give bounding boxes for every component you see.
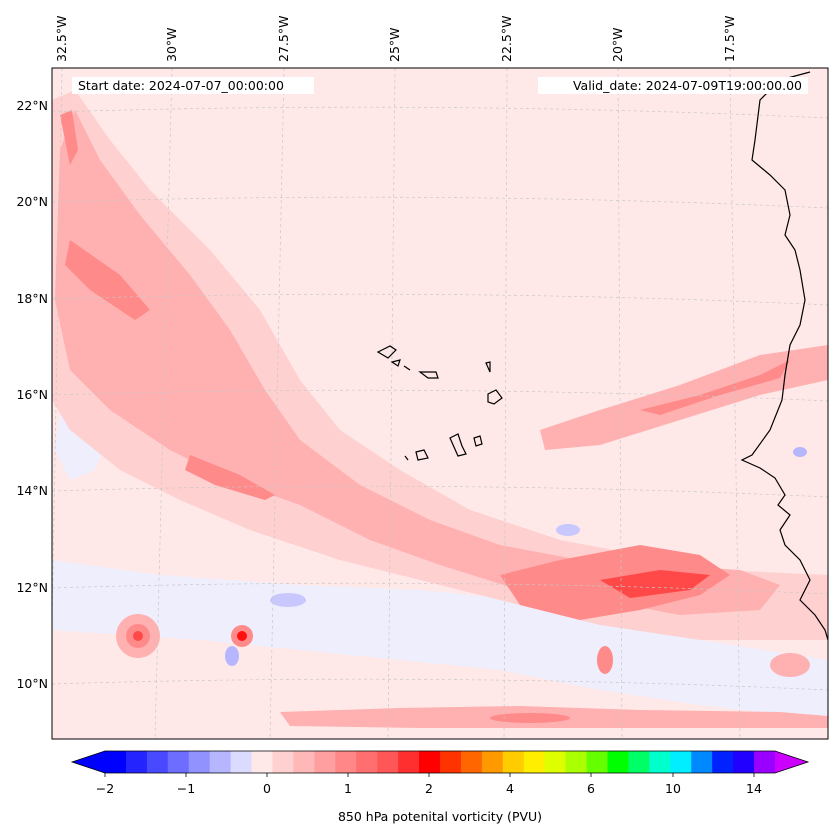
lon-label-27-5w: 27.5°W <box>276 15 291 62</box>
colorbar-tick-label: 14 <box>746 781 762 796</box>
lat-label-16n: 16°N <box>16 387 48 402</box>
negative-pv-band-south <box>52 560 828 720</box>
colorbar-tick-label: 4 <box>506 781 514 796</box>
colorbar-tick-label: 0 <box>263 781 271 796</box>
valid-date-label: Valid_date: 2024-07-09T19:00:00.00 <box>538 77 808 94</box>
lat-label-10n: 10°N <box>16 676 48 691</box>
colorbar-tick-label: 10 <box>665 781 681 796</box>
colorbar-tick-label: 1 <box>344 781 352 796</box>
cape-verde-islands <box>376 345 503 461</box>
colorbar-tick-label: −1 <box>176 781 196 796</box>
colorbar-tick-label: 2 <box>425 781 433 796</box>
lat-label-22n: 22°N <box>16 98 48 113</box>
lon-label-32-5w: 32.5°W <box>54 15 69 62</box>
start-date-label: Start date: 2024-07-07_00:00:00 <box>72 77 314 94</box>
graticule <box>52 68 828 739</box>
colorbar-tick-label: −2 <box>95 781 115 796</box>
lon-label-30w: 30°W <box>164 27 179 62</box>
colorbar-title: 850 hPa potenital vorticity (PVU) <box>337 809 543 824</box>
lat-label-20n: 20°N <box>16 194 48 209</box>
lat-label-14n: 14°N <box>16 483 48 498</box>
lon-label-25w: 25°W <box>387 27 402 62</box>
lat-label-12n: 12°N <box>16 580 48 595</box>
african-coastline <box>740 71 828 641</box>
map-frame <box>51 67 829 740</box>
lon-label-20w: 20°W <box>610 27 625 62</box>
lon-label-17-5w: 17.5°W <box>722 15 737 62</box>
lon-label-22-5w: 22.5°W <box>499 15 514 62</box>
colorbar-tick-label: 6 <box>587 781 595 796</box>
lat-label-18n: 18°N <box>16 291 48 306</box>
pv-band-diagonal <box>52 90 828 640</box>
